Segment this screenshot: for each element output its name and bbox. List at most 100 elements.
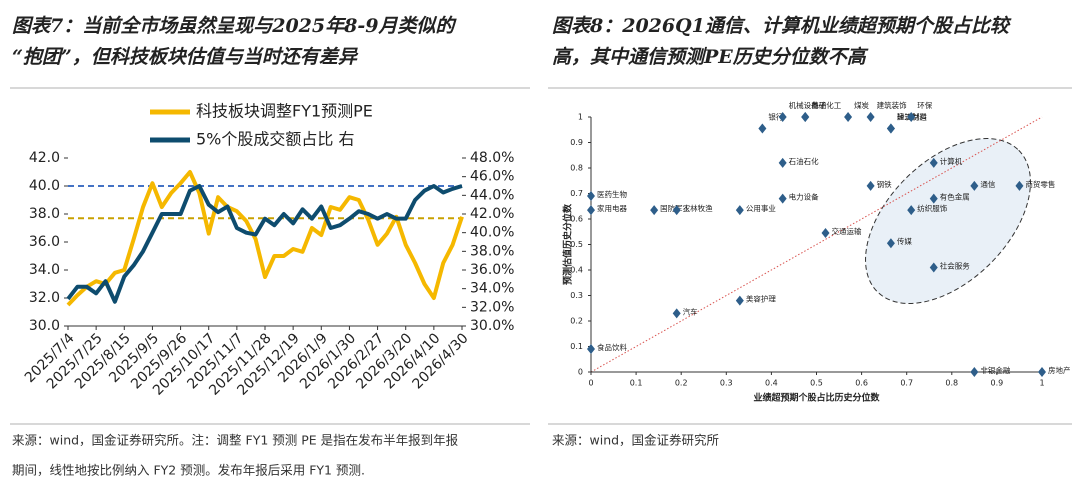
point-label: 公用事业 xyxy=(746,203,776,213)
y-axis-label: 预测估值历史分位数 xyxy=(562,203,574,285)
point-label: 电力设备 xyxy=(789,192,819,202)
point-label: 纺织服饰 xyxy=(917,203,947,213)
point-label: 通信 xyxy=(980,179,995,189)
y-tick-label: 0.1 xyxy=(570,342,583,351)
x-tick-label: 1 xyxy=(1039,379,1044,388)
source-note: 来源：wind，国金证券研究所。注：调整 FY1 预测 PE 是指在发布半年报到… xyxy=(12,433,459,448)
point-label: 传媒 xyxy=(897,236,912,246)
point xyxy=(821,228,830,239)
point-label: 社会服务 xyxy=(940,260,970,270)
y-tick-label: 0.8 xyxy=(570,164,583,173)
point xyxy=(587,344,595,355)
y-tick-label: 36.0 xyxy=(29,234,60,250)
point-label: 食品饮料 xyxy=(597,342,627,352)
point xyxy=(866,180,875,191)
y-tick-label: 34.0 xyxy=(29,262,60,278)
point xyxy=(672,205,681,216)
point-label: 基础化工 xyxy=(811,100,841,110)
x-tick-label: 0.6 xyxy=(855,379,868,388)
series-line xyxy=(66,170,464,307)
point xyxy=(929,157,938,168)
x-tick-label: 0 xyxy=(588,379,593,388)
point xyxy=(970,367,979,377)
x-axis-label: 业绩超预期个股占比历史分位数 xyxy=(753,392,880,404)
point-label: 电子 xyxy=(811,100,826,110)
y-tick-label: 1 xyxy=(578,113,583,122)
point-label: 家用电器 xyxy=(597,203,627,213)
point xyxy=(778,157,787,168)
point-label: 环保 xyxy=(917,101,932,110)
point xyxy=(587,205,595,216)
point-label: 医药生物 xyxy=(597,189,627,199)
y-tick-label: 0.6 xyxy=(570,215,583,224)
x-tick-label: 0.8 xyxy=(945,379,958,388)
chart-title: “抱团”，但科技板块估值与当时还有差异 xyxy=(12,46,359,68)
y2-tick-label: 34.0% xyxy=(470,281,514,297)
point xyxy=(778,193,787,204)
y-tick-label: 0.4 xyxy=(570,266,583,275)
point xyxy=(735,205,744,216)
x-tick-label: 0.7 xyxy=(900,379,913,388)
x-tick-label: 0.1 xyxy=(630,379,643,388)
point-label: 农林牧渔 xyxy=(683,203,713,213)
y2-tick-label: 30.0% xyxy=(470,318,514,334)
point xyxy=(801,112,810,122)
point-label: 钢铁 xyxy=(877,179,892,189)
point xyxy=(587,191,595,202)
point xyxy=(672,308,681,319)
point-label: 交通运输 xyxy=(832,226,862,236)
point xyxy=(929,262,938,273)
point xyxy=(1038,367,1046,377)
x-tick-label: 0.9 xyxy=(991,379,1004,388)
y-tick-label: 0.7 xyxy=(570,189,583,198)
point-label: 计算机 xyxy=(940,156,963,166)
point xyxy=(886,238,895,249)
point-label: 石油石化 xyxy=(789,156,819,166)
y2-tick-label: 38.0% xyxy=(470,243,514,259)
y-tick-label: 0.2 xyxy=(570,317,583,326)
y-tick-label: 38.0 xyxy=(29,206,60,222)
point xyxy=(844,112,853,122)
chart-title: 高，其中通信预测PE历史分位数不高 xyxy=(552,46,869,68)
legend-label: 科技板块调整FY1预测PE xyxy=(196,102,373,121)
highlight-ellipse xyxy=(865,138,1031,304)
point-label: 机械设备 xyxy=(789,100,819,110)
y2-tick-label: 40.0% xyxy=(470,225,514,241)
y2-tick-label: 44.0% xyxy=(470,187,514,203)
point xyxy=(929,193,938,204)
x-tick-label: 0.5 xyxy=(810,379,823,388)
source-note: 来源：wind，国金证券研究所 xyxy=(552,433,719,448)
y-tick-label: 32.0 xyxy=(29,290,60,306)
point-label: 非银金融 xyxy=(980,365,1010,375)
y2-tick-label: 46.0% xyxy=(470,169,514,185)
point-label: 商贸零售 xyxy=(1025,179,1055,189)
x-tick-label: 0.2 xyxy=(675,379,688,388)
y-tick-label: 0.3 xyxy=(570,291,583,300)
y-tick-label: 0.9 xyxy=(570,138,583,147)
y-tick-label: 0.5 xyxy=(570,240,583,249)
point-label: 房地产 xyxy=(1048,365,1071,375)
legend-label: 5%个股成交额占比 右 xyxy=(196,130,354,149)
point xyxy=(758,123,767,134)
point-label: 有色金属 xyxy=(940,192,970,202)
point-label: 建筑装饰 xyxy=(877,100,907,110)
y-tick-label: 40.0 xyxy=(29,178,60,194)
point xyxy=(907,205,916,216)
point xyxy=(907,112,916,122)
y2-tick-label: 42.0% xyxy=(470,206,514,222)
x-tick-label: 0.4 xyxy=(765,379,778,388)
chart-title: 图表7：当前全市场虽然呈现与2025年8-9月类似的 xyxy=(12,15,457,37)
point xyxy=(778,112,787,122)
point-label: 汽车 xyxy=(683,306,698,316)
point xyxy=(970,180,979,191)
point-label: 银行 xyxy=(768,111,783,121)
point-label: 煤炭 xyxy=(854,100,869,110)
point xyxy=(650,205,659,216)
y2-tick-label: 48.0% xyxy=(470,150,514,166)
series-line xyxy=(66,184,463,304)
point-label: 美容护理 xyxy=(746,294,776,304)
y2-tick-label: 32.0% xyxy=(470,299,514,315)
y-tick-label: 30.0 xyxy=(29,318,60,334)
y-tick-label: 0 xyxy=(578,368,583,377)
